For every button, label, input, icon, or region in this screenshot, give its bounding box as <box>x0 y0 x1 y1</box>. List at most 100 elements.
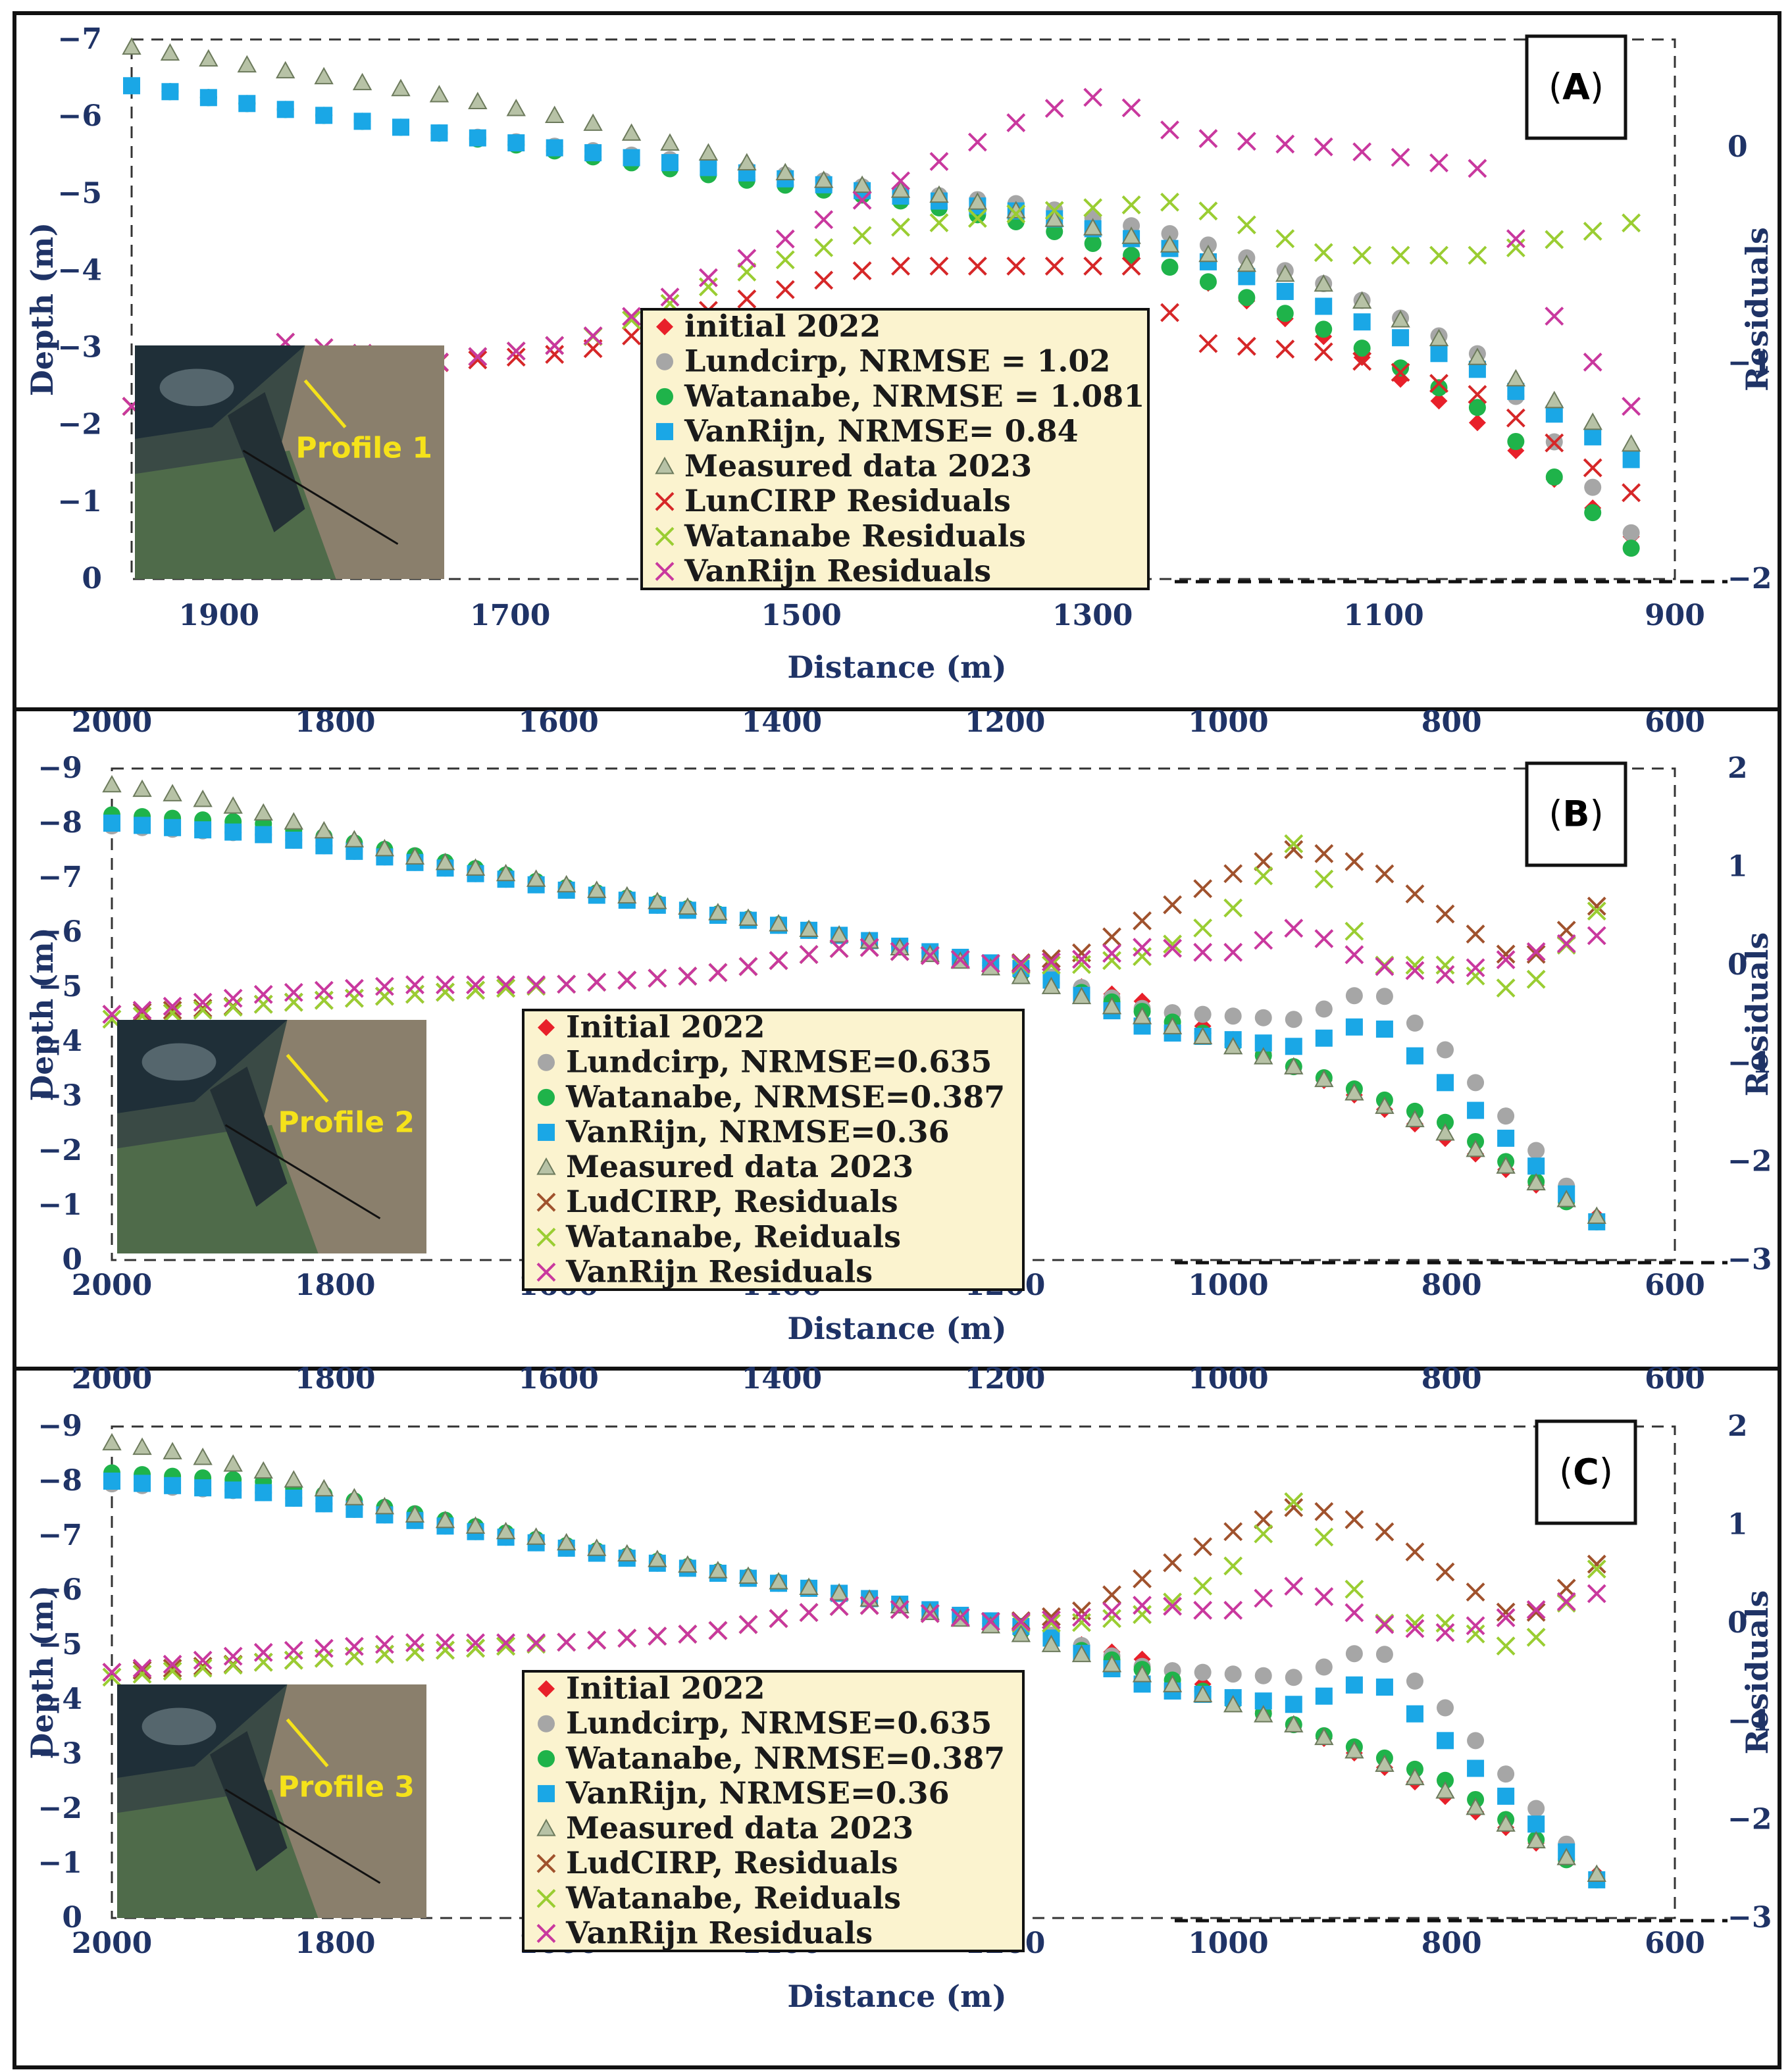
data-point <box>929 185 949 203</box>
data-point <box>1083 88 1103 107</box>
x-tick-label: 1900 <box>179 599 259 632</box>
data-point <box>852 261 872 280</box>
data-point <box>1163 1596 1183 1616</box>
panel-label: (B) <box>1549 794 1603 835</box>
legend-marker <box>536 1888 556 1908</box>
data-point <box>814 238 834 257</box>
chart-panel-c: 2000200018001800160016001400140012001200… <box>13 1362 1781 2069</box>
x-top-tick-label: 800 <box>1421 1362 1482 1396</box>
data-point <box>1042 949 1061 969</box>
y2-tick-label: 2 <box>1728 1409 1748 1443</box>
data-point <box>929 256 949 276</box>
data-point <box>920 1604 940 1623</box>
data-point <box>1163 1553 1183 1573</box>
legend-box <box>522 1670 1025 1952</box>
data-point <box>465 858 486 876</box>
data-point <box>1435 955 1455 975</box>
x-tick-label: 800 <box>1421 1927 1482 1960</box>
profile-line <box>286 1718 329 1767</box>
data-point <box>1193 1576 1213 1596</box>
data-point <box>1344 1741 1364 1759</box>
data-point <box>134 817 151 834</box>
data-point <box>1391 310 1410 328</box>
data-point <box>163 784 182 801</box>
data-point <box>314 66 334 85</box>
y-tick-label: −5 <box>58 176 102 210</box>
data-point <box>769 914 788 932</box>
data-point <box>1254 1588 1273 1608</box>
data-point <box>1375 1021 1393 1038</box>
data-point <box>967 209 987 228</box>
x-top-tick-label: 1600 <box>518 705 598 739</box>
data-point <box>738 1566 758 1584</box>
data-point <box>1468 159 1487 178</box>
data-point <box>557 1632 576 1652</box>
profile-label: Profile 3 <box>278 1770 415 1804</box>
panel-label-open: ( <box>1549 794 1562 835</box>
data-point <box>1314 1527 1334 1547</box>
legend-marker <box>538 1088 555 1106</box>
data-point <box>374 1634 394 1654</box>
data-point <box>737 262 757 282</box>
data-point <box>1583 222 1602 241</box>
data-point <box>1375 957 1395 976</box>
legend-label: VanRijn Residuals <box>565 1915 873 1950</box>
legend-label: VanRijn, NRMSE=0.36 <box>565 1114 950 1150</box>
data-point <box>1237 215 1256 235</box>
data-point <box>315 107 333 124</box>
data-point <box>829 1583 849 1601</box>
data-point <box>587 973 607 992</box>
y2-tick-label: 0 <box>1728 1606 1748 1640</box>
data-point <box>929 152 949 171</box>
data-point <box>1193 1537 1213 1557</box>
data-point <box>769 951 788 971</box>
data-point <box>1435 1623 1455 1642</box>
x-tick-label: 1800 <box>295 1927 375 1960</box>
series-7 <box>102 919 1606 1024</box>
data-point <box>1622 213 1641 233</box>
data-point <box>557 974 576 994</box>
legend-box <box>522 1009 1025 1291</box>
data-point <box>1352 291 1372 309</box>
data-point <box>374 1496 395 1515</box>
x-top-tick-label: 1200 <box>965 1362 1045 1396</box>
data-point <box>1584 478 1602 496</box>
y-tick-label: −1 <box>58 485 102 518</box>
y-tick-label: 0 <box>62 1243 82 1276</box>
inset-sediment-plume <box>141 1043 217 1081</box>
data-point <box>1583 412 1602 430</box>
data-point <box>1006 113 1026 132</box>
data-point <box>436 975 455 995</box>
data-point <box>648 1627 667 1646</box>
data-point <box>1315 1658 1333 1676</box>
legend-marker <box>538 1784 555 1802</box>
data-point <box>132 1000 152 1020</box>
data-point <box>1391 245 1410 265</box>
data-point <box>1042 1610 1061 1630</box>
y2-tick-label: −1 <box>1728 1046 1772 1080</box>
data-point <box>1011 967 1031 984</box>
data-point <box>1121 98 1141 118</box>
data-point <box>587 1538 607 1556</box>
data-point <box>852 190 872 210</box>
data-point <box>193 790 213 807</box>
data-point <box>660 288 680 307</box>
data-point <box>1044 209 1064 227</box>
data-point <box>1406 1672 1423 1690</box>
legend-marker <box>538 1715 555 1732</box>
data-point <box>1584 428 1602 445</box>
y2-tick-label: 0 <box>1728 948 1748 982</box>
data-point <box>1198 244 1218 263</box>
x-tick-label: 600 <box>1645 1269 1705 1302</box>
data-point <box>1223 1522 1243 1542</box>
data-point <box>163 1003 182 1023</box>
data-point <box>132 779 152 797</box>
inset-sediment-plume <box>159 368 234 407</box>
data-point <box>1556 1592 1576 1611</box>
data-point <box>1545 230 1564 249</box>
x-tick-label: 1500 <box>761 599 841 632</box>
data-point <box>1352 142 1372 162</box>
y-tick-label: −7 <box>38 861 82 894</box>
data-point <box>1193 879 1213 899</box>
y-tick-label: −6 <box>38 915 82 949</box>
